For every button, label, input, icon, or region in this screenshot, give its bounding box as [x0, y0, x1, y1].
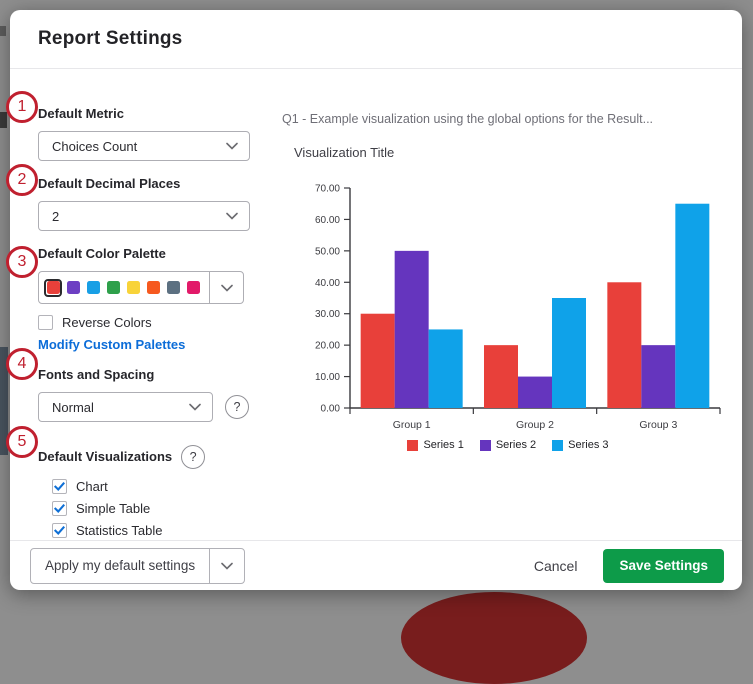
palette-swatch-5[interactable]	[124, 279, 142, 297]
fonts-and-spacing-value: Normal	[52, 399, 94, 415]
modal-header: Report Settings	[10, 10, 742, 69]
checkbox[interactable]	[52, 501, 67, 516]
chevron-down-icon	[226, 212, 238, 220]
bar-chart: 0.00 10.00 20.00 30.00 40.00 50.00 60.00 70.00 G…	[282, 170, 734, 437]
color-palette-control[interactable]	[38, 271, 244, 304]
chevron-down-icon	[189, 403, 201, 411]
visualization-preview: Q1 - Example visualization using the glo…	[282, 104, 734, 451]
background-red-shape	[401, 592, 587, 684]
swatch-color	[186, 281, 200, 294]
fonts-help-icon[interactable]: ?	[225, 395, 249, 419]
swatch-color	[106, 281, 120, 294]
default-metric-select[interactable]: Choices Count	[38, 131, 250, 161]
visualization-checkbox-row-3[interactable]: Statistics Table	[52, 523, 274, 538]
fonts-and-spacing-select[interactable]: Normal	[38, 392, 213, 422]
checkbox-label: Statistics Table	[76, 523, 163, 538]
svg-text:40.00: 40.00	[315, 278, 340, 289]
report-settings-modal: Report Settings Default Metric Choices C…	[10, 10, 742, 590]
annotation-step-2: 2	[6, 164, 38, 196]
chevron-down-icon	[221, 562, 233, 570]
svg-text:10.00: 10.00	[315, 372, 340, 383]
palette-swatch-6[interactable]	[144, 279, 162, 297]
background-page-fragment	[0, 112, 7, 128]
swatch-color	[66, 281, 80, 294]
visualizations-help-icon[interactable]: ?	[181, 445, 206, 469]
check-icon	[54, 526, 65, 535]
svg-text:Group 2: Group 2	[516, 419, 554, 431]
legend-item-2: Series 2	[479, 439, 537, 451]
svg-text:20.00: 20.00	[315, 341, 340, 352]
save-settings-button[interactable]: Save Settings	[603, 548, 724, 583]
legend-swatch	[552, 439, 564, 451]
legend-item-1: Series 1	[407, 439, 464, 451]
svg-text:70.00: 70.00	[315, 184, 340, 195]
annotation-step-4: 4	[6, 348, 38, 380]
palette-swatch-7[interactable]	[164, 279, 182, 297]
preview-question-header: Q1 - Example visualization using the glo…	[282, 112, 654, 126]
default-color-palette-label: Default Color Palette	[38, 246, 166, 261]
checkbox-label: Simple Table	[76, 501, 151, 516]
legend-swatch	[479, 439, 491, 451]
apply-settings-dropdown-button[interactable]	[209, 548, 244, 583]
modal-footer: Apply my default settings Cancel Save Se…	[10, 540, 742, 590]
swatch-color	[46, 281, 60, 294]
default-decimal-places-label: Default Decimal Places	[38, 176, 181, 191]
background-page-fragment	[0, 26, 6, 36]
default-decimal-places-value: 2	[52, 208, 60, 224]
default-visualizations-label: Default Visualizations	[38, 449, 173, 464]
check-icon	[54, 504, 65, 513]
palette-dropdown-button[interactable]	[209, 272, 243, 303]
fonts-and-spacing-label: Fonts and Spacing	[38, 367, 155, 382]
palette-swatch-8[interactable]	[184, 279, 202, 297]
checkbox[interactable]	[52, 479, 67, 494]
visualization-checkbox-row-1[interactable]: Chart	[52, 479, 274, 494]
apply-default-settings-label: Apply my default settings	[45, 558, 196, 573]
check-icon	[54, 482, 65, 491]
svg-text:30.00: 30.00	[315, 309, 340, 320]
legend-label: Series 3	[568, 439, 609, 451]
modify-custom-palettes-link[interactable]: Modify Custom Palettes	[38, 337, 186, 352]
palette-swatch-3[interactable]	[84, 279, 102, 297]
palette-swatch-2[interactable]	[64, 279, 82, 297]
default-metric-label: Default Metric	[38, 106, 124, 121]
palette-swatch-4[interactable]	[104, 279, 122, 297]
preview-visualization-title: Visualization Title	[294, 145, 395, 160]
visualization-checkbox-row-2[interactable]: Simple Table	[52, 501, 274, 516]
reverse-colors-label: Reverse Colors	[62, 315, 152, 330]
chevron-down-icon	[220, 284, 233, 292]
chevron-down-icon	[226, 142, 238, 150]
legend-swatch	[407, 439, 419, 451]
annotation-step-3: 3	[6, 246, 38, 278]
annotation-step-5: 5	[6, 426, 38, 458]
swatch-color	[126, 281, 140, 294]
chart-legend: Series 1 Series 2 Series 3	[282, 439, 734, 451]
background-page-fragment	[0, 347, 8, 455]
svg-text:Group 1: Group 1	[393, 419, 431, 431]
modal-title: Report Settings	[38, 28, 183, 49]
settings-panel: Default Metric Choices Count Default Dec…	[38, 94, 274, 538]
svg-text:Group 3: Group 3	[639, 419, 677, 431]
annotation-step-1: 1	[6, 91, 38, 123]
legend-item-3: Series 3	[552, 439, 609, 451]
cancel-button[interactable]: Cancel	[533, 557, 578, 574]
legend-label: Series 1	[423, 439, 464, 451]
swatch-color	[146, 281, 160, 294]
default-decimal-places-select[interactable]: 2	[38, 201, 250, 231]
palette-swatch-1[interactable]	[44, 278, 62, 297]
swatch-color	[86, 281, 100, 294]
svg-text:0.00: 0.00	[321, 404, 341, 415]
reverse-colors-checkbox[interactable]	[38, 315, 53, 330]
bar-chart-svg: 0.00 10.00 20.00 30.00 40.00 50.00 60.00 70.00 G…	[315, 184, 721, 431]
palette-swatch-row	[39, 272, 209, 303]
checkbox-label: Chart	[76, 479, 108, 494]
reverse-colors-checkbox-row[interactable]: Reverse Colors	[38, 315, 274, 330]
svg-text:60.00: 60.00	[315, 215, 340, 226]
checkbox[interactable]	[52, 523, 67, 538]
default-metric-value: Choices Count	[52, 138, 138, 154]
legend-label: Series 2	[495, 439, 537, 451]
visualization-options: Chart Simple Table Statistics Table	[52, 479, 274, 538]
svg-text:50.00: 50.00	[315, 246, 340, 257]
apply-default-settings-button[interactable]: Apply my default settings	[30, 547, 246, 584]
swatch-color	[166, 281, 180, 294]
